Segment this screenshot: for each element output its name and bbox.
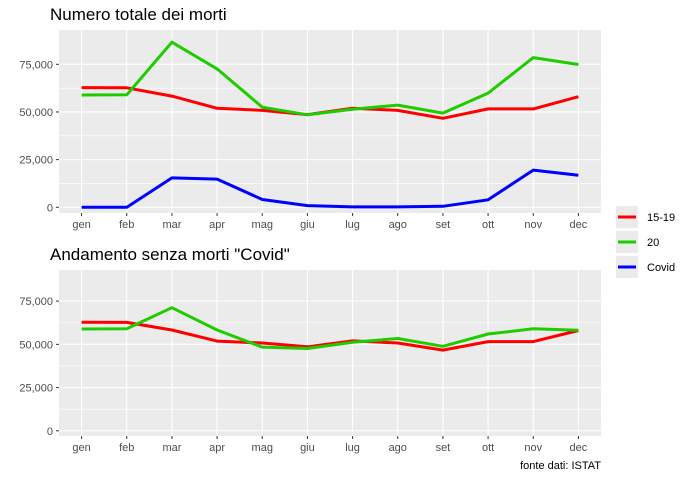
y-axis: 0 25,000 50,000 75,000	[19, 59, 59, 214]
y-tick-label: 25,000	[19, 383, 53, 395]
x-tick-label: feb	[119, 442, 134, 454]
x-tick-label: nov	[524, 442, 542, 454]
x-axis: gen feb mar apr mag giu lug ago set ott nov dec	[72, 213, 588, 231]
x-tick-label: set	[436, 442, 451, 454]
x-tick-label: giu	[300, 442, 315, 454]
series-line-20	[81, 40, 579, 117]
y-tick-label: 25,000	[19, 155, 53, 167]
x-tick-label: mag	[252, 442, 273, 454]
x-tick-label: lug	[345, 442, 360, 454]
x-axis: gen feb mar apr mag giu lug ago set ott nov dec	[72, 436, 588, 454]
source-caption: fonte dati: ISTAT	[520, 460, 601, 472]
x-tick-label: apr	[209, 442, 225, 454]
y-axis: 0 25,000 50,000 75,000	[19, 296, 59, 438]
y-tick-label: 50,000	[19, 339, 53, 351]
x-tick-label: nov	[524, 219, 542, 231]
series-line-20	[81, 306, 579, 350]
x-tick-label: dec	[570, 442, 588, 454]
x-tick-label: ago	[389, 442, 407, 454]
x-tick-label: lug	[345, 219, 360, 231]
x-tick-label: giu	[300, 219, 315, 231]
x-tick-label: feb	[119, 219, 134, 231]
series-line-covid	[81, 168, 579, 209]
x-tick-label: mar	[162, 219, 181, 231]
x-tick-label: set	[436, 219, 451, 231]
legend-label: Covid	[647, 262, 675, 274]
x-tick-label: ott	[482, 219, 494, 231]
series-lines	[81, 306, 579, 352]
plot-background	[59, 30, 601, 213]
x-tick-label: apr	[209, 219, 225, 231]
legend: 15-19 20 Covid	[616, 206, 675, 278]
gridlines	[59, 270, 601, 436]
x-tick-label: gen	[72, 219, 90, 231]
x-tick-label: ago	[389, 219, 407, 231]
x-tick-label: mar	[162, 442, 181, 454]
plot-background	[59, 270, 601, 436]
panel-without-covid: Andamento senza morti "Covid" 0 25,000 50,…	[19, 245, 601, 454]
series-line-15-19	[81, 320, 579, 352]
y-tick-label: 0	[47, 202, 53, 214]
series-lines	[81, 40, 579, 209]
x-tick-label: gen	[72, 442, 90, 454]
panel-title: Numero totale dei morti	[50, 5, 227, 24]
legend-label: 20	[647, 237, 659, 249]
y-tick-label: 50,000	[19, 107, 53, 119]
x-tick-label: ott	[482, 442, 494, 454]
y-tick-label: 75,000	[19, 59, 53, 71]
legend-label: 15-19	[647, 212, 675, 224]
panel-title: Andamento senza morti "Covid"	[50, 245, 290, 264]
x-tick-label: dec	[570, 219, 588, 231]
panel-total-deaths: Numero totale dei morti 0 25,000 50,000 75,…	[19, 5, 601, 231]
x-tick-label: mag	[252, 219, 273, 231]
y-tick-label: 0	[47, 426, 53, 438]
y-tick-label: 75,000	[19, 296, 53, 308]
